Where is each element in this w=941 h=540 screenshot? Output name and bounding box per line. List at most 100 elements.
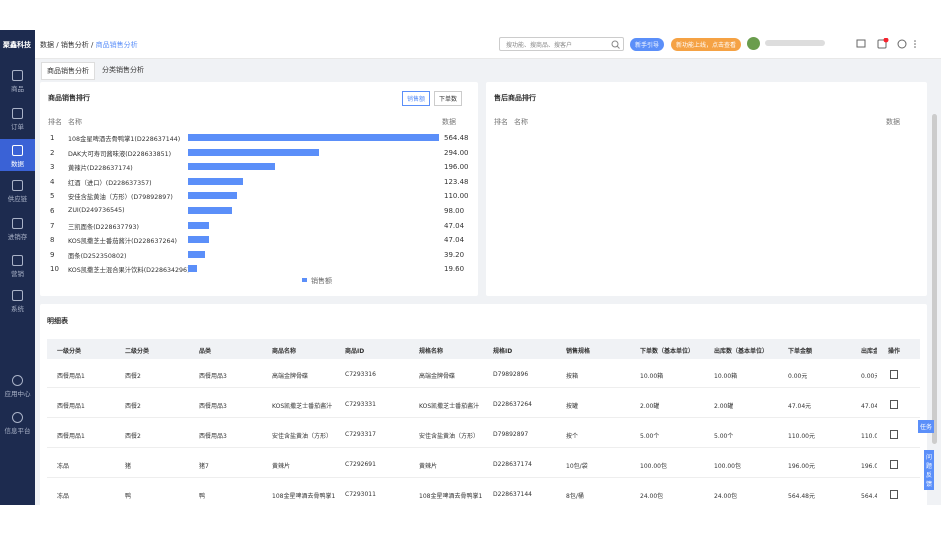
column-header: 数据 <box>886 117 900 127</box>
table-cell: 110.00元 <box>788 431 815 440</box>
product-name: 面条(D252350802) <box>68 251 126 260</box>
avatar[interactable] <box>747 37 760 50</box>
legend-label: 销售额 <box>311 276 332 286</box>
nav-icon <box>12 108 23 119</box>
nav-item[interactable]: 系统 <box>0 303 35 313</box>
product-name: 三凯面条(D228637793) <box>68 222 139 231</box>
rank: 3 <box>50 163 54 171</box>
value-label: 98.00 <box>444 207 464 215</box>
nav-icon <box>12 290 23 301</box>
value-label: 123.48 <box>444 178 469 186</box>
action-icon[interactable] <box>890 400 898 409</box>
nav-item[interactable]: 应用中心 <box>0 388 35 398</box>
table-cell: 564.48元 <box>861 491 877 500</box>
row-divider <box>47 447 920 448</box>
table-cell: 10包/袋 <box>566 461 588 470</box>
table-cell: 5.00个 <box>640 431 659 440</box>
nav-item[interactable]: 数据 <box>0 158 35 168</box>
user-name-blurred <box>765 40 825 46</box>
table-header: 商品ID <box>345 346 364 355</box>
float-tab[interactable]: 任务 <box>918 420 934 433</box>
bar <box>188 149 319 156</box>
bar <box>188 192 237 199</box>
nav-icon <box>12 375 23 386</box>
crumb[interactable]: 数据 <box>40 41 54 49</box>
table-cell: 100.00包 <box>714 461 741 470</box>
table-cell: 100.00包 <box>640 461 667 470</box>
action-icon[interactable] <box>890 460 898 469</box>
nav-item[interactable]: 进销存 <box>0 231 35 241</box>
table-header: 商品名称 <box>272 346 296 355</box>
breadcrumb: 数据 / 销售分析 / 商品销售分析 <box>40 40 138 50</box>
table-cell: 高端金牌骨碟 <box>419 371 455 380</box>
product-name: 108金星啤酒去骨鸭掌1(D228637144) <box>68 134 180 143</box>
table-header: 二级分类 <box>125 346 149 355</box>
table-cell: 黄辣片 <box>419 461 437 470</box>
value-label: 39.20 <box>444 251 464 259</box>
rank: 6 <box>50 207 54 215</box>
table-cell: C7293316 <box>345 371 376 378</box>
action-icon[interactable] <box>890 490 898 499</box>
rank: 9 <box>50 251 54 259</box>
toggle[interactable]: 下单数 <box>434 91 462 106</box>
tab[interactable]: 分类销售分析 <box>97 62 149 78</box>
table-cell: 196.00元 <box>788 461 815 470</box>
table-cell: 猪7 <box>199 461 209 470</box>
table-cell: 2.00罐 <box>714 401 733 410</box>
table-header: 操作 <box>888 346 900 355</box>
table-cell: D228637264 <box>493 401 532 408</box>
crumb[interactable]: 销售分析 <box>61 41 89 49</box>
value-label: 47.04 <box>444 236 464 244</box>
table-cell: C7293317 <box>345 431 376 438</box>
table-cell: 西餐用品1 <box>57 401 85 410</box>
news-button[interactable]: 新功能上线，点击查看 <box>671 38 741 51</box>
table-cell: D79892896 <box>493 371 528 378</box>
product-name: 安佳含盐黄油（方形）(D79892897) <box>68 192 173 201</box>
float-tab[interactable]: 问题反馈 <box>924 450 934 490</box>
table-header: 出库金额 <box>861 346 877 355</box>
column-header: 排名 <box>48 117 62 127</box>
bar <box>188 222 209 229</box>
product-name: DAK大可寿司酱味液(D228633851) <box>68 149 171 158</box>
table-cell: 鸭 <box>125 491 131 500</box>
table-cell: 564.48元 <box>788 491 815 500</box>
nav-item[interactable]: 营销 <box>0 268 35 278</box>
scrollbar[interactable] <box>932 114 937 444</box>
header-icons[interactable] <box>855 38 925 50</box>
action-icon[interactable] <box>890 370 898 379</box>
nav-item[interactable]: 商品 <box>0 83 35 93</box>
after-sales-panel: 售后商品排行 排名 名称 数据 <box>486 82 927 296</box>
product-name: 红酒（进口）(D228637357) <box>68 178 152 187</box>
guide-button[interactable]: 新手引导 <box>630 38 664 51</box>
action-icon[interactable] <box>890 430 898 439</box>
nav-icon <box>12 412 23 423</box>
bar <box>188 265 197 272</box>
nav-item[interactable]: 订单 <box>0 121 35 131</box>
main-area: 商品销售分析 分类销售分析 商品销售排行 销售额 下单数 排名 名称 数据 销售… <box>35 59 941 505</box>
value-label: 110.00 <box>444 192 469 200</box>
table-cell: 西餐用品3 <box>199 431 227 440</box>
bar <box>188 236 209 243</box>
product-name: ZUI(D249736545) <box>68 207 125 214</box>
panel-title: 商品销售排行 <box>48 93 90 103</box>
tab[interactable]: 商品销售分析 <box>41 62 95 80</box>
value-label: 564.48 <box>444 134 469 142</box>
search-box[interactable]: 搜功能、搜商品、搜客户 <box>499 37 624 51</box>
toggle[interactable]: 销售额 <box>402 91 430 106</box>
search-icon <box>611 40 620 49</box>
nav-item[interactable]: 供应链 <box>0 193 35 203</box>
table-header: 下单金额 <box>788 346 812 355</box>
value-label: 196.00 <box>444 163 469 171</box>
nav-item[interactable]: 信息平台 <box>0 425 35 435</box>
table-cell: C7293011 <box>345 491 376 498</box>
table-cell: 西餐用品3 <box>199 401 227 410</box>
rank: 1 <box>50 134 54 142</box>
table-cell: 西餐2 <box>125 401 141 410</box>
bar <box>188 178 243 185</box>
table-cell: 108金星啤酒去骨鸭掌1 <box>272 491 335 500</box>
rank: 5 <box>50 192 54 200</box>
table-cell: 按个 <box>566 431 578 440</box>
product-name: KOS凯撒芝士混合果汁饮料(D228634296) <box>68 265 190 274</box>
table-cell: C7293331 <box>345 401 376 408</box>
bar <box>188 251 205 258</box>
